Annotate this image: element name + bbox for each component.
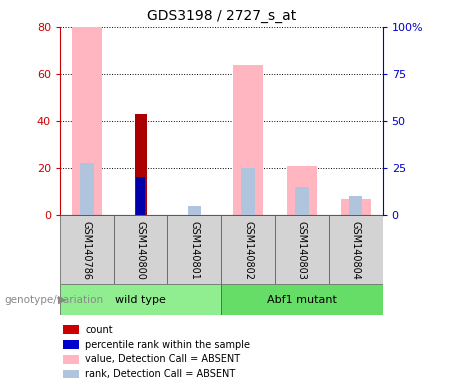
Bar — [329, 215, 383, 284]
Bar — [287, 166, 317, 215]
Bar — [221, 215, 275, 284]
Bar — [188, 206, 201, 215]
Text: GSM140800: GSM140800 — [136, 220, 146, 280]
Bar — [295, 187, 309, 215]
Text: GSM140801: GSM140801 — [189, 220, 200, 280]
Bar — [63, 326, 79, 334]
Text: GSM140804: GSM140804 — [351, 220, 361, 280]
Text: percentile rank within the sample: percentile rank within the sample — [85, 339, 250, 349]
Text: GSM140786: GSM140786 — [82, 220, 92, 280]
Bar — [233, 65, 263, 215]
Bar — [114, 215, 167, 284]
Text: rank, Detection Call = ABSENT: rank, Detection Call = ABSENT — [85, 369, 235, 379]
Bar — [221, 284, 383, 315]
Bar — [349, 196, 362, 215]
Bar — [72, 27, 101, 215]
Bar — [63, 355, 79, 364]
Text: GSM140803: GSM140803 — [297, 220, 307, 280]
Bar — [341, 199, 371, 215]
Text: wild type: wild type — [115, 295, 166, 305]
Text: ▶: ▶ — [58, 295, 66, 305]
Bar — [60, 284, 221, 315]
Bar — [167, 215, 221, 284]
Text: value, Detection Call = ABSENT: value, Detection Call = ABSENT — [85, 354, 240, 364]
Bar — [136, 177, 145, 215]
Bar — [242, 168, 255, 215]
Title: GDS3198 / 2727_s_at: GDS3198 / 2727_s_at — [147, 9, 296, 23]
Bar — [135, 114, 147, 215]
Text: Abf1 mutant: Abf1 mutant — [267, 295, 337, 305]
Text: count: count — [85, 325, 112, 335]
Text: GSM140802: GSM140802 — [243, 220, 253, 280]
Text: genotype/variation: genotype/variation — [5, 295, 104, 305]
Bar — [80, 163, 94, 215]
Bar — [60, 215, 114, 284]
Bar — [63, 370, 79, 378]
Bar — [63, 340, 79, 349]
Bar — [275, 215, 329, 284]
